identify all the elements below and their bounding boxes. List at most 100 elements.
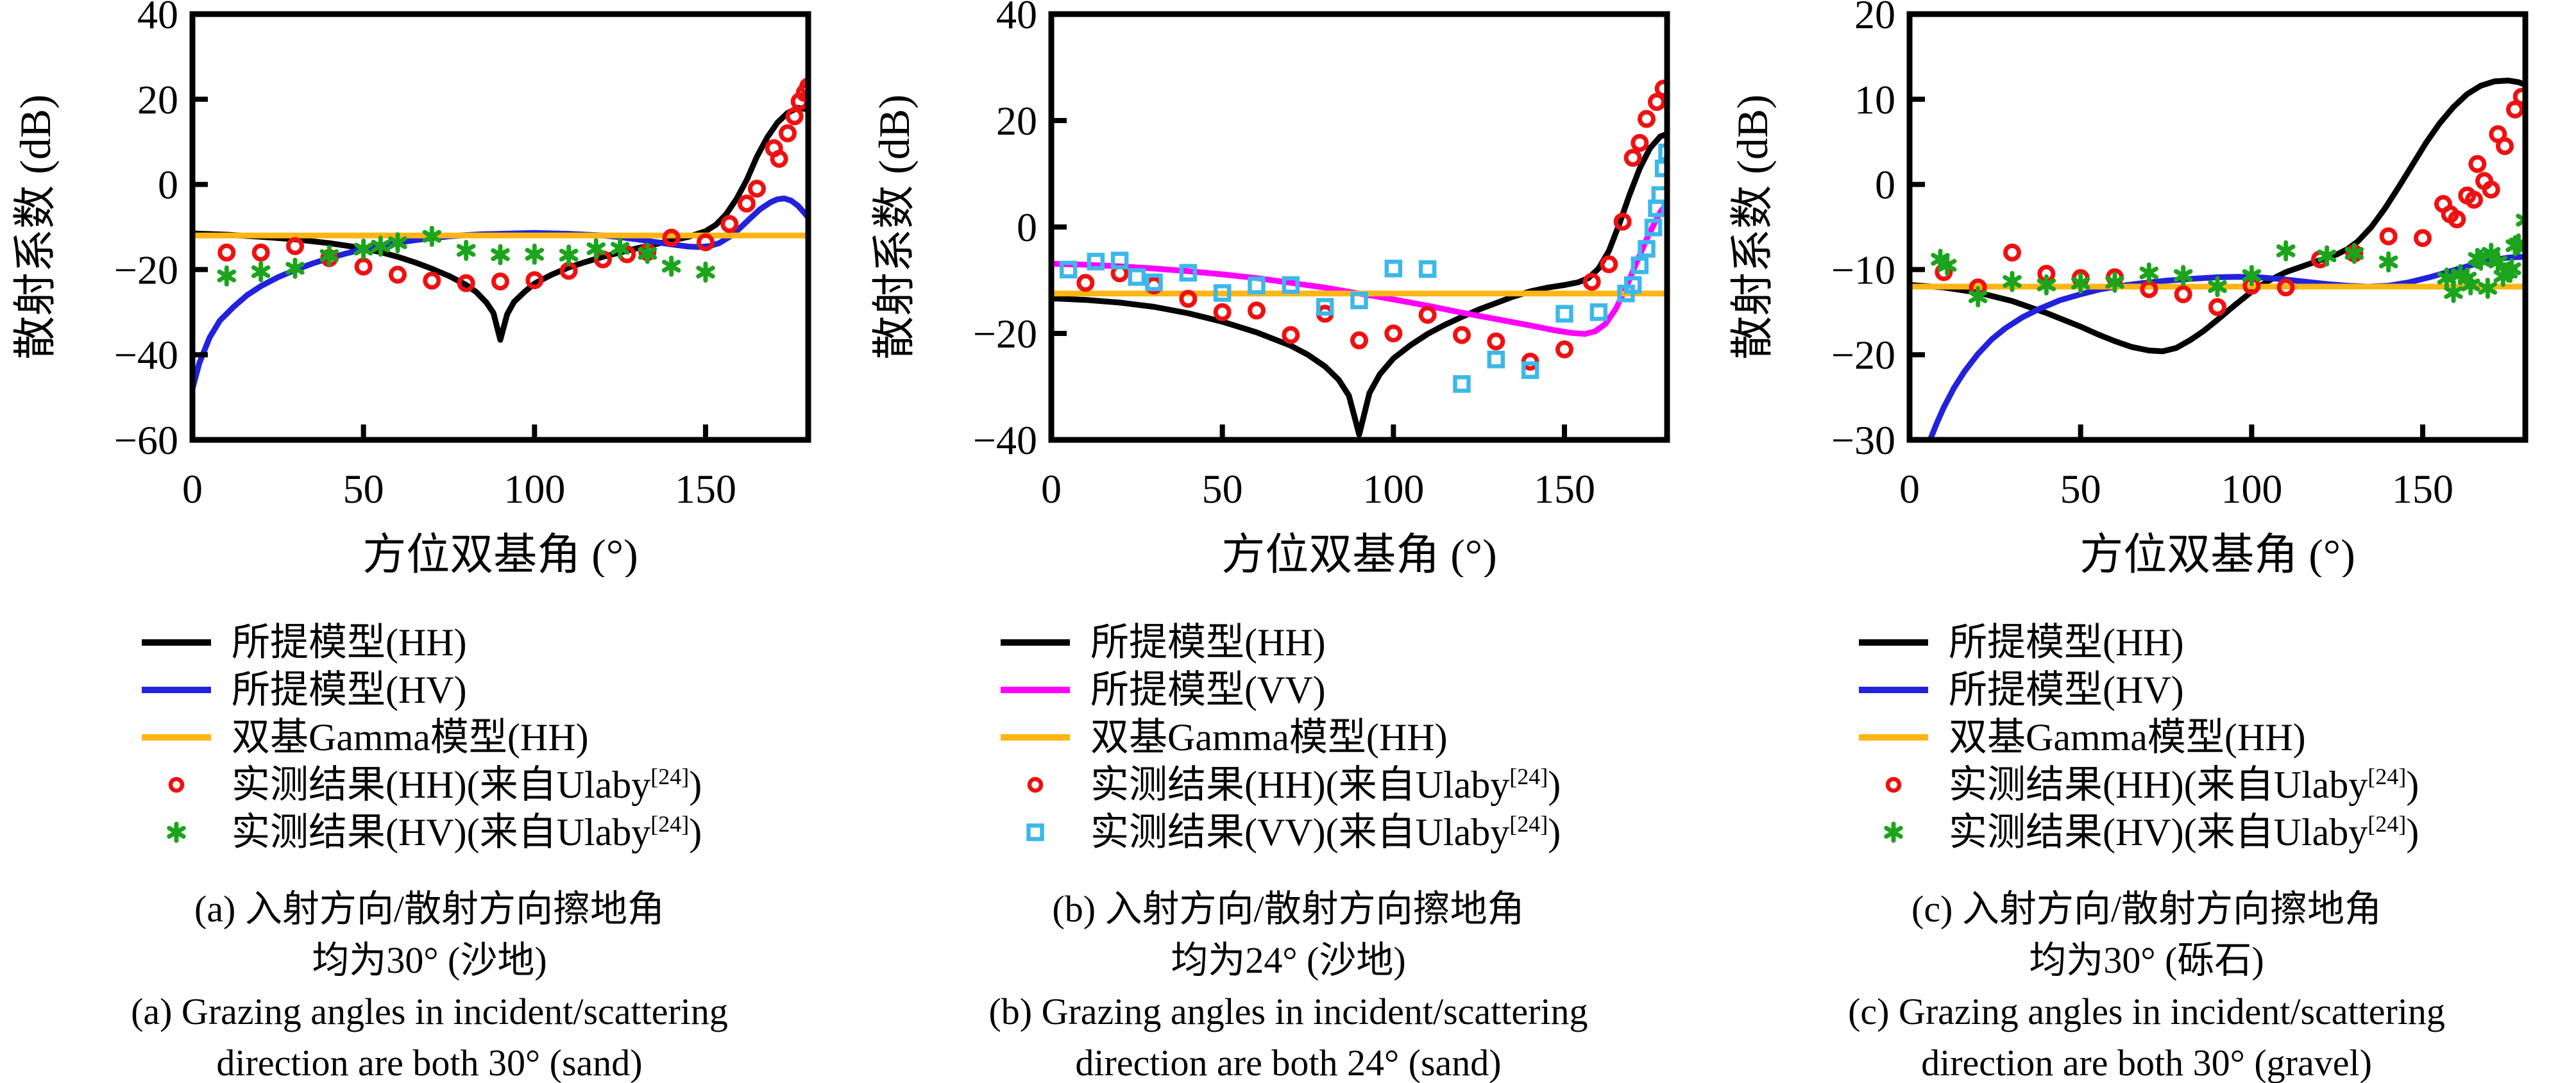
data-point-ring: [785, 107, 804, 126]
y-axis-label: 散射系数 (dB): [870, 94, 919, 360]
data-point-square: [1658, 144, 1667, 162]
legend-line-black-icon: [142, 639, 211, 646]
data-point-ring: [457, 274, 475, 292]
data-point-square: [1110, 251, 1129, 270]
data-point-asterisk: [167, 821, 186, 843]
data-point-asterisk: [2478, 278, 2498, 299]
legend-line-orange-icon: [1859, 734, 1928, 741]
data-point-ring: [1631, 133, 1649, 152]
chart-b: 0 50 100 150 40 20 0 −20 −40 方位双基角 (°) 散射系数 (dB): [870, 0, 1670, 577]
data-point-ring: [2448, 210, 2466, 229]
data-point-square: [1644, 219, 1663, 237]
data-point-asterisk: [2276, 240, 2296, 262]
x-tick-label: 0: [1041, 466, 1062, 512]
data-point-ring: [1654, 80, 1667, 98]
legend-item: 实测结果(HH)(来自Ulaby[24]): [1717, 761, 2576, 809]
data-point-asterisk: [696, 261, 715, 283]
panel-b: 0 50 100 150 40 20 0 −20 −40 方位双基角 (°) 散射系数 (dB) 所…: [859, 0, 1718, 1083]
data-point-asterisk: [285, 257, 305, 279]
legend-item: 双基Gamma模型(HH): [1717, 714, 2576, 761]
data-point-ring: [795, 83, 808, 102]
legend-item: 实测结果(HV)(来自Ulaby[24]): [1717, 809, 2576, 856]
data-point-ring: [1384, 324, 1403, 342]
data-point-ring: [423, 271, 441, 290]
data-point-square: [1418, 260, 1437, 278]
data-point-asterisk: [559, 244, 579, 266]
panel-a: 0 50 100 150 40 20 0 −20 −40 −60 方位双基角 (°) 散射系数 (dB…: [0, 0, 859, 1083]
y-tick-label: 20: [996, 98, 1037, 144]
legend-item: 双基Gamma模型(HH): [859, 714, 1718, 761]
legend-line-black-icon: [1001, 639, 1070, 646]
data-point-asterisk: [251, 261, 271, 283]
data-point-ring: [1600, 255, 1618, 274]
data-point-asterisk: [388, 232, 407, 254]
caption-en-line2: direction are both 30° (gravel): [1921, 1042, 2372, 1083]
data-point-ring: [2208, 298, 2226, 316]
data-point-square: [1638, 240, 1656, 258]
caption-en-line2: direction are both 24° (sand): [1075, 1042, 1502, 1083]
series-scatter: [1931, 209, 2525, 308]
legend-label: 双基Gamma模型(HH): [1949, 716, 2306, 759]
y-axis-label: 散射系数 (dB): [1728, 94, 1777, 360]
y-tick-label: −40: [973, 417, 1037, 463]
legend-line-blue-icon: [142, 687, 211, 693]
y-tick-label: 20: [1854, 0, 1895, 37]
data-point-asterisk: [1937, 255, 1957, 276]
data-point-ring: [1623, 149, 1642, 167]
x-axis-label: 方位双基角 (°): [362, 530, 638, 577]
caption-zh-line1: (c) 入射方向/散射方向擦地角: [1911, 888, 2382, 930]
data-point-asterisk: [2378, 251, 2398, 273]
data-point-ring: [2506, 100, 2524, 119]
chart-a: 0 50 100 150 40 20 0 −20 −40 −60 方位双基角 (°) 散射系数 (dB…: [11, 0, 811, 577]
data-point-square: [1248, 276, 1266, 295]
y-tick-label: 40: [137, 0, 178, 37]
plot-area: [1051, 80, 1667, 438]
data-point-asterisk: [319, 244, 339, 266]
data-point-square: [1026, 823, 1044, 841]
legend-a: 所提模型(HH) 所提模型(HV) 双基Gamma模型(HH) 实测结果(HH)…: [0, 619, 859, 856]
data-point-asterisk: [2437, 267, 2457, 289]
data-point-ring: [1487, 332, 1505, 351]
legend-item: 实测结果(HH)(来自Ulaby[24]): [859, 761, 1718, 809]
caption-zh-line2: 均为24° (沙地): [1171, 939, 1406, 981]
legend-item: 所提模型(HH): [859, 619, 1718, 666]
data-point-ring: [217, 243, 236, 262]
series-scatter: [1076, 80, 1667, 371]
data-point-square: [1316, 298, 1334, 316]
data-point-ring: [2276, 278, 2295, 297]
data-point-square: [1350, 291, 1368, 310]
data-point-square: [1589, 303, 1608, 321]
x-tick-label: 50: [2060, 466, 2101, 512]
legend-label: 双基Gamma模型(HH): [232, 716, 589, 759]
series-scatter: [217, 77, 808, 292]
y-tick-label: 0: [158, 162, 178, 208]
data-point-ring: [720, 215, 739, 233]
x-tick-label: 100: [504, 466, 565, 512]
data-point-ring: [662, 228, 681, 247]
data-point-square: [1282, 276, 1300, 294]
data-point-asterisk: [2502, 258, 2521, 280]
y-tick-label: 0: [1017, 205, 1037, 250]
caption-a: (a) 入射方向/散射方向擦地角 均为30° (沙地) (a) Grazing …: [0, 884, 859, 1083]
x-tick-label: 50: [343, 466, 384, 512]
y-tick-label: −60: [114, 417, 178, 463]
data-point-ring: [770, 149, 788, 168]
legend-label: 双基Gamma模型(HH): [1090, 716, 1448, 759]
data-point-ring: [1282, 326, 1300, 344]
series-line: [192, 105, 808, 343]
series-scatter: [1059, 144, 1667, 393]
data-point-ring: [525, 271, 544, 289]
legend-item: 所提模型(HV): [0, 666, 859, 714]
plot-frame: [1048, 11, 1670, 443]
data-point-square: [1453, 375, 1471, 393]
data-point-ring: [2482, 180, 2500, 199]
data-point-ring: [799, 77, 808, 96]
x-tick-label: 50: [1202, 466, 1243, 512]
legend-c: 所提模型(HH) 所提模型(HV) 双基Gamma模型(HH) 实测结果(HH)…: [1717, 619, 2576, 856]
legend-label: 实测结果(HV)(来自Ulaby[24]): [232, 811, 702, 853]
data-point-square: [1555, 305, 1573, 323]
legend-asterisk-marker-icon: [167, 821, 186, 843]
data-point-square: [1128, 268, 1146, 286]
legend-item: 实测结果(HH)(来自Ulaby[24]): [0, 761, 859, 809]
